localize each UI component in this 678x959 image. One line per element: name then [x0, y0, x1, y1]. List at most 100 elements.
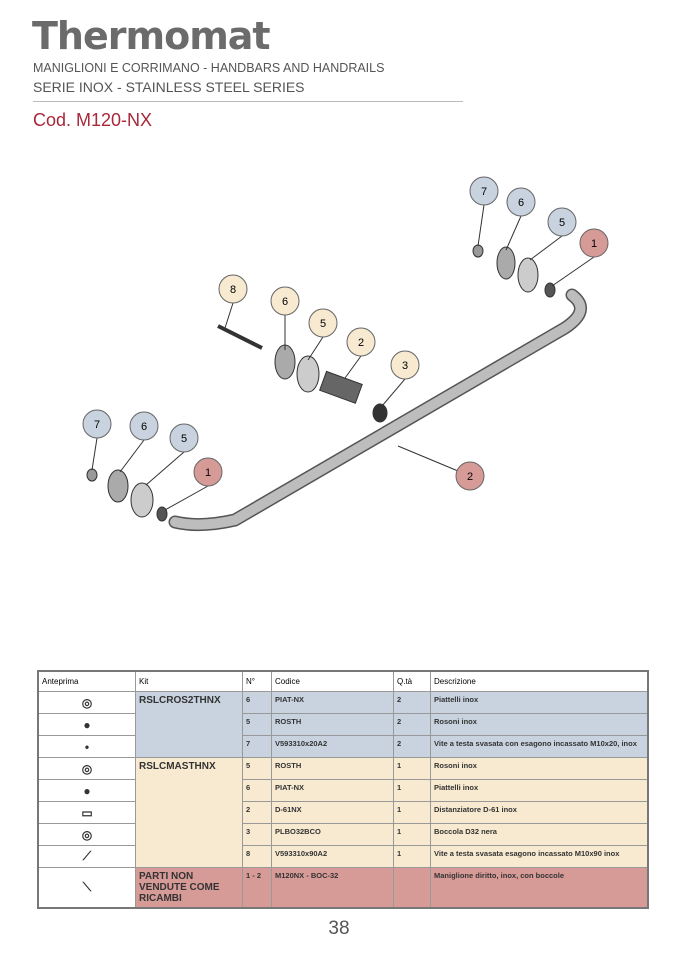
- number-cell: 5: [242, 757, 272, 780]
- callout-circle: [169, 423, 199, 453]
- callout-label: 2: [467, 471, 473, 483]
- code-cell: PLBO32BCO: [271, 823, 394, 846]
- number-cell: 8: [242, 845, 272, 868]
- callout-circle: [455, 461, 485, 491]
- callout-label: 2: [358, 337, 364, 349]
- callout-circle: [506, 187, 536, 217]
- category-line: MANIGLIONI E CORRIMANO - HANDBARS AND HA…: [33, 61, 385, 75]
- number-cell: 5: [242, 713, 272, 736]
- qty-cell: [393, 867, 431, 909]
- callout-label: 6: [518, 197, 524, 209]
- callout-circle: [547, 207, 577, 237]
- handrail-pipe: [168, 288, 587, 532]
- description-cell: Vite a testa svasata esagono incassato M…: [430, 845, 649, 868]
- number-cell: 3: [242, 823, 272, 846]
- callout-circle: [218, 274, 248, 304]
- part-preview-icon: ⟍: [37, 867, 136, 909]
- callout-label: 5: [181, 433, 187, 445]
- qty-cell: 1: [393, 823, 431, 846]
- code-cell: PIAT-NX: [271, 779, 394, 802]
- code-cell: V593310x20A2: [271, 735, 394, 758]
- description-cell: Rosoni inox: [430, 757, 649, 780]
- code-cell: ROSTH: [271, 757, 394, 780]
- callout-circle: [129, 411, 159, 441]
- column-header: Kit: [135, 670, 243, 692]
- number-cell: 1 - 2: [242, 867, 272, 909]
- part-preview-icon: ●: [37, 779, 136, 802]
- column-header: N°: [242, 670, 272, 692]
- code-cell: D-61NX: [271, 801, 394, 824]
- column-header: Anteprima: [37, 670, 136, 692]
- table-row: ● 5 ROSTH 2 Rosoni inox: [37, 713, 649, 736]
- product-code: Cod. M120-NX: [33, 110, 153, 130]
- code-cell: V593310x90A2: [271, 845, 394, 868]
- part-preview-icon: ⟋: [37, 845, 136, 868]
- part-preview-icon: ▭: [37, 801, 136, 824]
- description-cell: Piattelli inox: [430, 691, 649, 714]
- qty-cell: 2: [393, 713, 431, 736]
- qty-cell: 2: [393, 691, 431, 714]
- callouts: 7 6 5 1 8 6 5 2 3 7 6 5 1 2: [82, 176, 609, 491]
- callout-label: 6: [141, 421, 147, 433]
- callout-label: 5: [559, 217, 565, 229]
- part-preview-icon: ◎: [37, 757, 136, 780]
- page-number: 38: [328, 918, 350, 939]
- number-cell: 7: [242, 735, 272, 758]
- callout-circle: [270, 286, 300, 316]
- callout-label: 1: [591, 238, 597, 250]
- qty-cell: 1: [393, 757, 431, 780]
- description-cell: Vite a testa svasata con esagono incassa…: [430, 735, 649, 758]
- callout-circle: [469, 176, 499, 206]
- table-row: • 7 V593310x20A2 2 Vite a testa svasata con …: [37, 735, 649, 758]
- description-cell: Distanziatore D-61 inox: [430, 801, 649, 824]
- divider: [33, 101, 463, 102]
- column-header: Codice: [271, 670, 394, 692]
- description-cell: Maniglione diritto, inox, con boccole: [430, 867, 649, 909]
- callout-label: 7: [481, 186, 487, 198]
- part-preview-icon: ◎: [37, 691, 136, 714]
- qty-cell: 2: [393, 735, 431, 758]
- part-preview-icon: ◎: [37, 823, 136, 846]
- description-cell: Rosoni inox: [430, 713, 649, 736]
- callout-label: 3: [402, 360, 408, 372]
- code-cell: M120NX - BOC-32: [271, 867, 394, 909]
- callout-label: 7: [94, 419, 100, 431]
- exploded-drawing: 7 6 5 1 8 6 5 2 3 7 6 5 1 2: [82, 176, 609, 532]
- description-cell: Piattelli inox: [430, 779, 649, 802]
- callout-circle: [308, 308, 338, 338]
- table-row: ⟋ 8 V593310x90A2 1 Vite a testa svasata esag…: [37, 845, 649, 868]
- table-row: ▭ 2 D-61NX 1 Distanziatore D-61 inox: [37, 801, 649, 824]
- table-row: ◎ 3 PLBO32BCO 1 Boccola D32 nera: [37, 823, 649, 846]
- thermomat-logo: Thermomat: [32, 14, 271, 58]
- code-cell: ROSTH: [271, 713, 394, 736]
- table-row: ◎ RSLCMASTHNX 5 ROSTH 1 Rosoni inox: [37, 757, 649, 868]
- callout-circle: [390, 350, 420, 380]
- callout-label: 8: [230, 284, 236, 296]
- table-row: ◎ RSLCROS2THNX 6 PIAT-NX 2 Piattelli inox: [37, 691, 649, 758]
- parts: [86, 244, 556, 522]
- kit-cell: RSLCMASTHNX: [135, 757, 243, 868]
- table-row: ● 6 PIAT-NX 1 Piattelli inox: [37, 779, 649, 802]
- number-cell: 6: [242, 691, 272, 714]
- code-cell: PIAT-NX: [271, 691, 394, 714]
- callout-circle: [346, 327, 376, 357]
- callout-circle: [193, 457, 223, 487]
- column-header: Descrizione: [430, 670, 649, 692]
- part-preview-icon: ●: [37, 713, 136, 736]
- kit-cell: RSLCROS2THNX: [135, 691, 243, 758]
- qty-cell: 1: [393, 845, 431, 868]
- part-preview-icon: •: [37, 735, 136, 758]
- callout-label: 6: [282, 296, 288, 308]
- number-cell: 2: [242, 801, 272, 824]
- description-cell: Boccola D32 nera: [430, 823, 649, 846]
- callout-circle: [82, 409, 112, 439]
- callout-circle: [579, 228, 609, 258]
- series-line: SERIE INOX - STAINLESS STEEL SERIES: [33, 79, 305, 95]
- table-row: ⟍ PARTI NON VENDUTE COME RICAMBI 1 - 2 M120…: [37, 867, 649, 909]
- kit-cell: PARTI NON VENDUTE COME RICAMBI: [135, 867, 243, 909]
- parts-table: Anteprima Kit N° Codice Q.tà Descrizione ◎ RSL…: [37, 670, 649, 909]
- callout-label: 5: [320, 318, 326, 330]
- qty-cell: 1: [393, 801, 431, 824]
- number-cell: 6: [242, 779, 272, 802]
